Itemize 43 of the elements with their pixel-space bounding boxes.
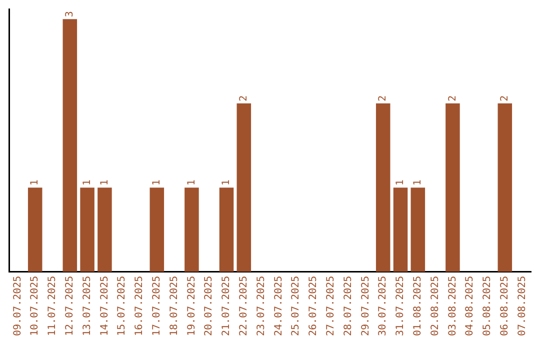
data-label: 1 [82,180,93,186]
x-tick-label: 25.07.2025 [290,276,302,336]
x-tick-label: 09.07.2025 [12,276,24,336]
x-tick-label: 20.07.2025 [204,276,215,336]
x-tick-label: 10.07.2025 [30,276,41,336]
data-label: 2 [238,95,250,102]
data-label: 1 [186,180,198,186]
x-tick-label: 29.07.2025 [360,276,372,336]
x-tick-label: 06.08.2025 [499,276,510,336]
x-tick-label: 11.07.2025 [47,276,58,336]
data-label: 3 [64,11,76,18]
x-tick-label: 28.07.2025 [342,276,354,336]
x-tick-label: 31.07.2025 [395,276,406,336]
x-tick-label: 16.07.2025 [134,276,146,336]
x-tick-label: 18.07.2025 [168,276,180,336]
data-label: 1 [30,180,41,186]
data-label: 1 [99,180,110,186]
x-tick-label: 21.07.2025 [221,276,232,336]
x-tick-label: 22.07.2025 [238,276,250,336]
x-tick-label: 30.07.2025 [378,276,389,336]
x-tick-label: 07.08.2025 [516,276,528,336]
x-tick-label: 05.08.2025 [482,276,494,336]
data-label: 1 [151,180,162,186]
data-label: 1 [395,180,406,186]
x-tick-label: 27.07.2025 [325,276,336,336]
data-label: 1 [412,180,424,186]
x-tick-label: 13.07.2025 [82,276,93,336]
x-tick-label: 23.07.2025 [256,276,267,336]
x-tick-label: 26.07.2025 [308,276,320,336]
x-tick-label: 12.07.2025 [64,276,76,336]
x-tick-label: 03.08.2025 [447,276,458,336]
data-label: 2 [499,95,510,102]
x-tick-label: 04.08.2025 [464,276,476,336]
x-tick-label: 01.08.2025 [412,276,424,336]
x-tick-label: 17.07.2025 [151,276,162,336]
x-tick-label: 24.07.2025 [273,276,284,336]
data-label: 2 [447,95,458,102]
x-tick-label: 14.07.2025 [99,276,110,336]
data-label: 2 [378,95,389,102]
x-tick-label: 02.08.2025 [430,276,441,336]
x-tick-label: 19.07.2025 [186,276,198,336]
x-tick-label: 15.07.2025 [116,276,128,336]
data-label: 1 [221,180,232,186]
